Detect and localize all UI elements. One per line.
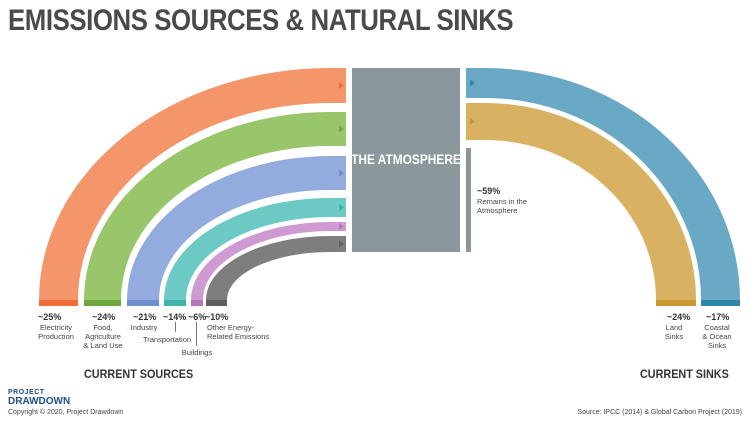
source-bar-1 (84, 300, 121, 306)
source-pct-other-energy: ~10% (205, 312, 229, 322)
current-sinks-heading: CURRENT SINKS (640, 367, 729, 381)
remains-pct: ~59% (477, 186, 501, 196)
remains-label: Remains in the Atmosphere (477, 197, 528, 215)
source-label-electricity: Electricity Production (38, 323, 74, 341)
transportation-leader (175, 322, 176, 332)
source-pct-transportation: ~14% (163, 312, 187, 322)
source-flow-band-1 (84, 112, 346, 300)
sink-flow-band-1 (466, 68, 740, 300)
current-sources-heading: CURRENT SOURCES (84, 367, 194, 381)
source-arrow-3 (339, 204, 344, 211)
source-bar-3 (164, 300, 186, 306)
sink-pct-ocean: ~17% (706, 312, 730, 322)
source-flow-band-0 (39, 68, 346, 300)
source-bar-4 (191, 300, 203, 306)
source-arrow-2 (339, 169, 344, 177)
source-flow-band-3 (164, 198, 346, 300)
source-flow-band-2 (127, 156, 346, 300)
source-label-buildings: Buildings (181, 348, 213, 357)
source-arrow-0 (339, 82, 344, 89)
sink-arrow-0 (470, 118, 475, 125)
buildings-leader (196, 322, 197, 346)
source-bar-0 (39, 300, 78, 306)
source-arrow-1 (339, 125, 344, 133)
source-pct-industry: ~21% (133, 312, 157, 322)
atmosphere-box (352, 68, 460, 252)
page-title: EMISSIONS SOURCES & NATURAL SINKS (8, 4, 514, 37)
source-flow-band-5 (206, 236, 346, 300)
copyright-text: Copyright © 2020, Project Drawdown (8, 409, 124, 416)
source-arrow-4 (339, 223, 344, 230)
sink-label-land: Land Sinks (664, 323, 684, 341)
project-drawdown-logo: PROJECT DRAWDOWN (8, 389, 71, 407)
source-label-other-energy: Other Energy- Related Emissions (207, 323, 270, 341)
sink-pct-land: ~24% (667, 312, 691, 322)
sink-bar-0 (656, 300, 696, 306)
source-pct-food: ~24% (92, 312, 116, 322)
source-note: Source: IPCC (2014) & Global Carbon Proj… (577, 409, 742, 416)
sink-label-ocean: Coastal & Ocean Sinks (702, 323, 732, 350)
atmosphere-label: THE ATMOSPHERE (351, 151, 461, 167)
source-pct-buildings: ~6% (188, 312, 207, 322)
source-label-industry: Industry (130, 323, 158, 332)
source-bar-2 (127, 300, 159, 306)
sink-bar-1 (701, 300, 740, 306)
sink-flow-band-0 (466, 103, 696, 300)
source-flow-band-4 (191, 222, 346, 300)
source-bar-5 (206, 300, 227, 306)
source-arrow-5 (339, 240, 344, 248)
source-label-food: Food, Agriculture & Land Use (83, 323, 123, 350)
sink-arrow-1 (470, 79, 475, 87)
source-pct-electricity: ~25% (38, 312, 62, 322)
source-label-transportation: Transportation (142, 335, 192, 344)
remains-bar (466, 148, 471, 252)
